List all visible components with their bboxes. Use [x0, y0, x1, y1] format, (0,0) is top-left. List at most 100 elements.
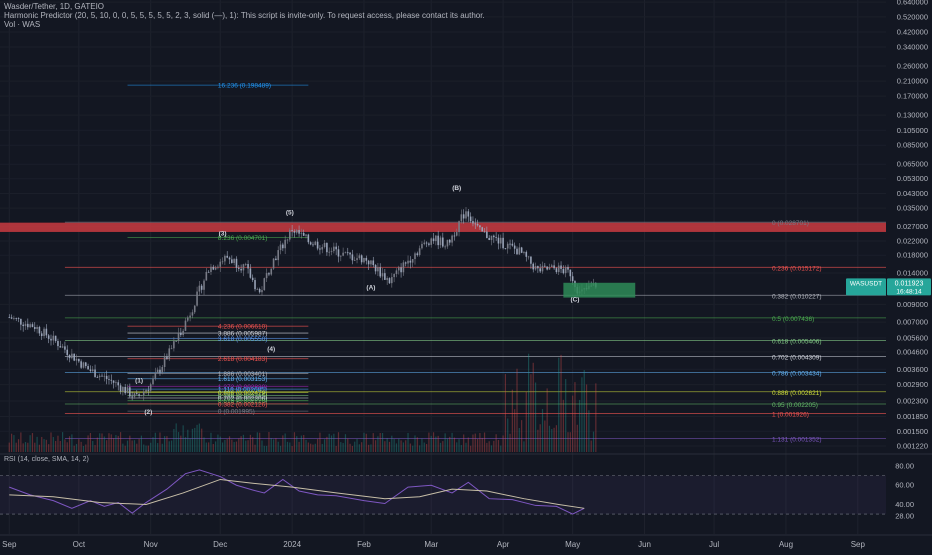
fib-extension-label: 16.236 (0.198489) [218, 83, 271, 90]
volume-bar [284, 433, 286, 452]
fib-extension-label: 8.236 (0.004701) [218, 235, 268, 242]
volume-bar [150, 442, 152, 452]
price-axis-tick: 0.001220 [897, 441, 928, 450]
volume-bar [588, 410, 590, 452]
candle-body [17, 318, 20, 319]
volume-bar [537, 429, 539, 452]
volume-bar [240, 436, 242, 452]
volume-bar [470, 445, 472, 452]
candle-body [214, 267, 217, 270]
indicator-title: Harmonic Predictor (20, 5, 10, 0, 0, 5, … [4, 11, 485, 20]
volume-bar [48, 444, 50, 452]
volume-bar [8, 442, 10, 452]
candle-body [193, 305, 196, 313]
volume-bar [175, 423, 177, 452]
candle-body [539, 268, 541, 272]
candle-body [323, 242, 326, 248]
candle-body [126, 387, 129, 394]
volume-bar [263, 445, 265, 452]
candle-body [560, 265, 562, 269]
candle-body [356, 258, 358, 261]
volume-bar [460, 445, 462, 452]
volume-bar [493, 440, 495, 452]
volume-bar [41, 436, 43, 452]
volume-bar [300, 435, 302, 452]
volume-bar [92, 440, 94, 452]
volume-bar [474, 433, 476, 452]
candle-body [135, 393, 138, 395]
time-axis-tick: 2024 [283, 540, 301, 549]
volume-bar [567, 432, 569, 452]
volume-bar [29, 435, 31, 452]
candle-body [54, 335, 57, 341]
price-axis-tick: 0.018000 [897, 251, 928, 260]
volume-bar [78, 439, 80, 452]
volume-bar [453, 437, 456, 452]
volume-bar [191, 428, 194, 452]
volume-bar [277, 441, 279, 452]
candle-body [416, 253, 419, 256]
candle-body [527, 256, 530, 258]
candle-body [191, 312, 194, 316]
fib-extension-label: 1.618 (0.003153) [218, 376, 268, 383]
candle-body [75, 358, 78, 361]
volume-bar [99, 433, 101, 452]
volume-bar [64, 439, 66, 452]
candle-body [418, 248, 421, 256]
candle-body [71, 353, 73, 359]
volume-bar [82, 445, 85, 452]
volume-bar [154, 432, 156, 452]
volume-bar [147, 445, 149, 452]
candle-body [504, 248, 507, 249]
volume-bar [414, 435, 416, 452]
candle-body [397, 267, 400, 271]
volume-bar [94, 445, 96, 452]
volume-bar [293, 432, 296, 452]
candle-body [96, 377, 99, 378]
volume-bar [180, 435, 182, 452]
candle-body [479, 225, 481, 228]
volume-bar [435, 436, 437, 452]
time-axis-tick: May [565, 540, 580, 549]
volume-bar [245, 440, 247, 452]
volume-bar [173, 429, 175, 452]
volume-bar [198, 423, 200, 452]
candle-body [101, 375, 103, 377]
candle-body [272, 258, 275, 269]
volume-bar [370, 444, 372, 452]
candle-body [395, 270, 398, 275]
candle-body [342, 252, 344, 256]
candle-body [458, 221, 460, 233]
fib-extension-label: 4.236 (0.006610) [218, 324, 268, 331]
volume-bar [34, 442, 36, 452]
volume-bar [228, 436, 231, 452]
volume-bar [66, 442, 68, 452]
candle-body [388, 278, 391, 284]
price-axis-tick: 0.001850 [897, 412, 928, 421]
volume-bar [553, 427, 555, 452]
volume-bar [279, 445, 282, 452]
fib-level-label: 0.618 (0.005406) [772, 338, 822, 345]
volume-bar [446, 438, 449, 452]
candle-body [207, 271, 210, 273]
candle-body [15, 318, 18, 319]
candle-body [544, 265, 546, 267]
volume-bar [344, 434, 347, 452]
volume-bar [272, 439, 275, 452]
time-axis-tick: Apr [497, 540, 510, 549]
candle-body [448, 239, 451, 243]
candle-body [404, 262, 407, 264]
candle-body [20, 318, 22, 325]
candle-body [231, 259, 233, 263]
candle-body [228, 257, 231, 260]
volume-bar [428, 432, 430, 452]
candle-body [391, 277, 393, 284]
candle-body [351, 254, 354, 261]
candle-body [548, 267, 551, 270]
volume-bar [221, 442, 224, 452]
volume-bar [177, 432, 180, 452]
target-zone [563, 282, 636, 298]
candle-body [282, 244, 284, 249]
